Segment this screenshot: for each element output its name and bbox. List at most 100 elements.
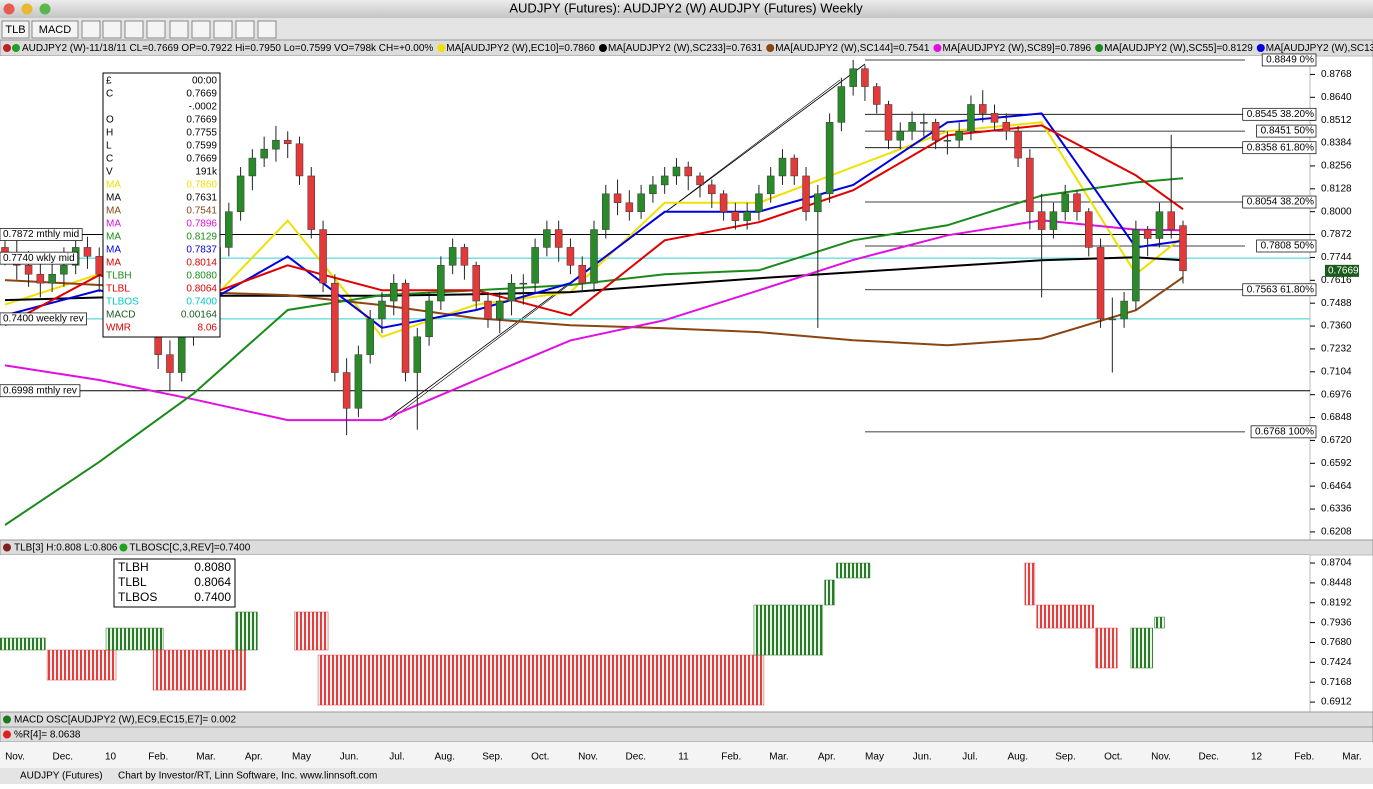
data-box-value: 0.8080 (186, 271, 217, 282)
macd-button[interactable] (31, 20, 79, 39)
tool-icon[interactable] (235, 20, 255, 39)
candle-body (625, 202, 634, 212)
legend-dot (437, 44, 446, 52)
y-tick-label: 0.7744 (1321, 252, 1352, 263)
candle-body (967, 104, 975, 132)
candle-body (849, 68, 857, 87)
candle-body (1049, 211, 1058, 230)
legend-dot (598, 44, 607, 52)
data-box-value: 0.7400 (186, 297, 217, 308)
tlb-block (824, 579, 835, 606)
candle-body (283, 139, 292, 145)
y-tick-label: 0.8384 (1321, 138, 1352, 149)
legend-entry: MA[AUDJPY2 (W),SC144]=0.7541 (775, 43, 930, 54)
candle-body (825, 122, 834, 195)
tlb-box-label: TLBH (118, 560, 149, 574)
tlb-block (235, 611, 258, 651)
candle-body (307, 175, 316, 230)
candle-body (401, 282, 410, 373)
candle-body (1120, 300, 1128, 320)
candle-body (272, 139, 280, 150)
x-tick-label: Dec. (625, 752, 646, 763)
footer-symbol: AUDJPY (Futures) (20, 771, 103, 782)
candle-body (460, 247, 469, 266)
macd-button-label: MACD (39, 24, 71, 36)
tool-icon[interactable] (146, 20, 166, 39)
y-tick-label: 0.6720 (1321, 435, 1352, 446)
data-box-value: 0.7599 (186, 141, 217, 152)
fib-label-box (1242, 195, 1317, 209)
data-box-label: C (106, 154, 113, 165)
legend-dot (3, 715, 11, 724)
title-bar (0, 0, 1373, 18)
y-tick-label: 0.8192 (1321, 597, 1352, 608)
y-tick-label: 0.7616 (1321, 275, 1352, 286)
tlb-button[interactable] (1, 20, 30, 39)
candle-body (743, 211, 751, 221)
data-box-value: 00:00 (192, 76, 217, 87)
data-box-value: 0.7631 (186, 193, 217, 204)
tlb-block (1130, 627, 1153, 669)
candle-body (837, 86, 846, 123)
candle-body (36, 273, 45, 284)
candle-body (519, 282, 528, 285)
fib-label-box (1256, 124, 1317, 138)
y-tick-label: 0.7104 (1321, 366, 1352, 377)
candle-body (48, 273, 56, 284)
tool-icon[interactable] (191, 20, 211, 39)
tool-icon[interactable] (257, 20, 277, 39)
x-tick-label: May (292, 752, 311, 763)
tool-icon[interactable] (81, 20, 101, 39)
data-box-label: TLBL (106, 284, 130, 295)
x-tick-label: Feb. (148, 752, 168, 763)
tool-icon[interactable] (169, 20, 189, 39)
candle-body (578, 265, 586, 284)
tool-icon[interactable] (102, 20, 122, 39)
candle-body (378, 300, 386, 320)
x-tick-label: Nov. (1151, 752, 1171, 763)
candle-body (672, 166, 681, 177)
candle-body (83, 247, 92, 257)
candle-body (649, 184, 657, 195)
data-box-label: MA (106, 232, 121, 243)
candle-body (814, 193, 822, 212)
x-tick-label: Dec. (1198, 752, 1219, 763)
minimize-button[interactable] (21, 3, 33, 15)
y-tick-label: 0.6848 (1321, 412, 1352, 423)
candle-body (484, 300, 492, 320)
level-label: 0.7400 weekly rev (3, 314, 84, 325)
candle-body (531, 247, 539, 284)
candle-body (437, 265, 445, 302)
toolbar (0, 18, 1373, 40)
tlb-block (152, 649, 246, 691)
x-tick-label: Mar. (1342, 752, 1361, 763)
y-tick-label: 0.7936 (1321, 617, 1352, 628)
tool-icon[interactable] (124, 20, 144, 39)
x-tick-label: Dec. (52, 752, 73, 763)
x-tick-label: Apr. (245, 752, 263, 763)
candle-body (496, 300, 504, 320)
candle-body (931, 122, 940, 141)
zoom-button[interactable] (39, 3, 51, 15)
candle-body (566, 247, 575, 266)
candle-body (425, 300, 433, 338)
last-price-tag (1325, 264, 1359, 277)
candle-body (295, 143, 304, 177)
data-box-label: MA (106, 258, 121, 269)
level-label-box (0, 251, 79, 265)
footer-credit: Chart by Investor/RT, Linn Software, Inc… (118, 771, 377, 782)
fib-label: 0.6768 100% (1255, 426, 1314, 437)
y-tick-label: 0.8704 (1321, 558, 1352, 569)
data-box-label: MA (106, 206, 121, 217)
candle-body (319, 229, 327, 284)
y-tick-label: 0.8128 (1321, 183, 1352, 194)
fib-label: 0.8545 38.20% (1247, 109, 1314, 120)
tool-icon[interactable] (213, 20, 233, 39)
candle-body (95, 256, 103, 275)
candle-body (660, 175, 669, 186)
tlb-block (317, 654, 765, 706)
close-button[interactable] (3, 3, 15, 15)
candle-body (331, 282, 339, 373)
tlb-block (294, 611, 329, 651)
candle-body (1155, 211, 1164, 239)
